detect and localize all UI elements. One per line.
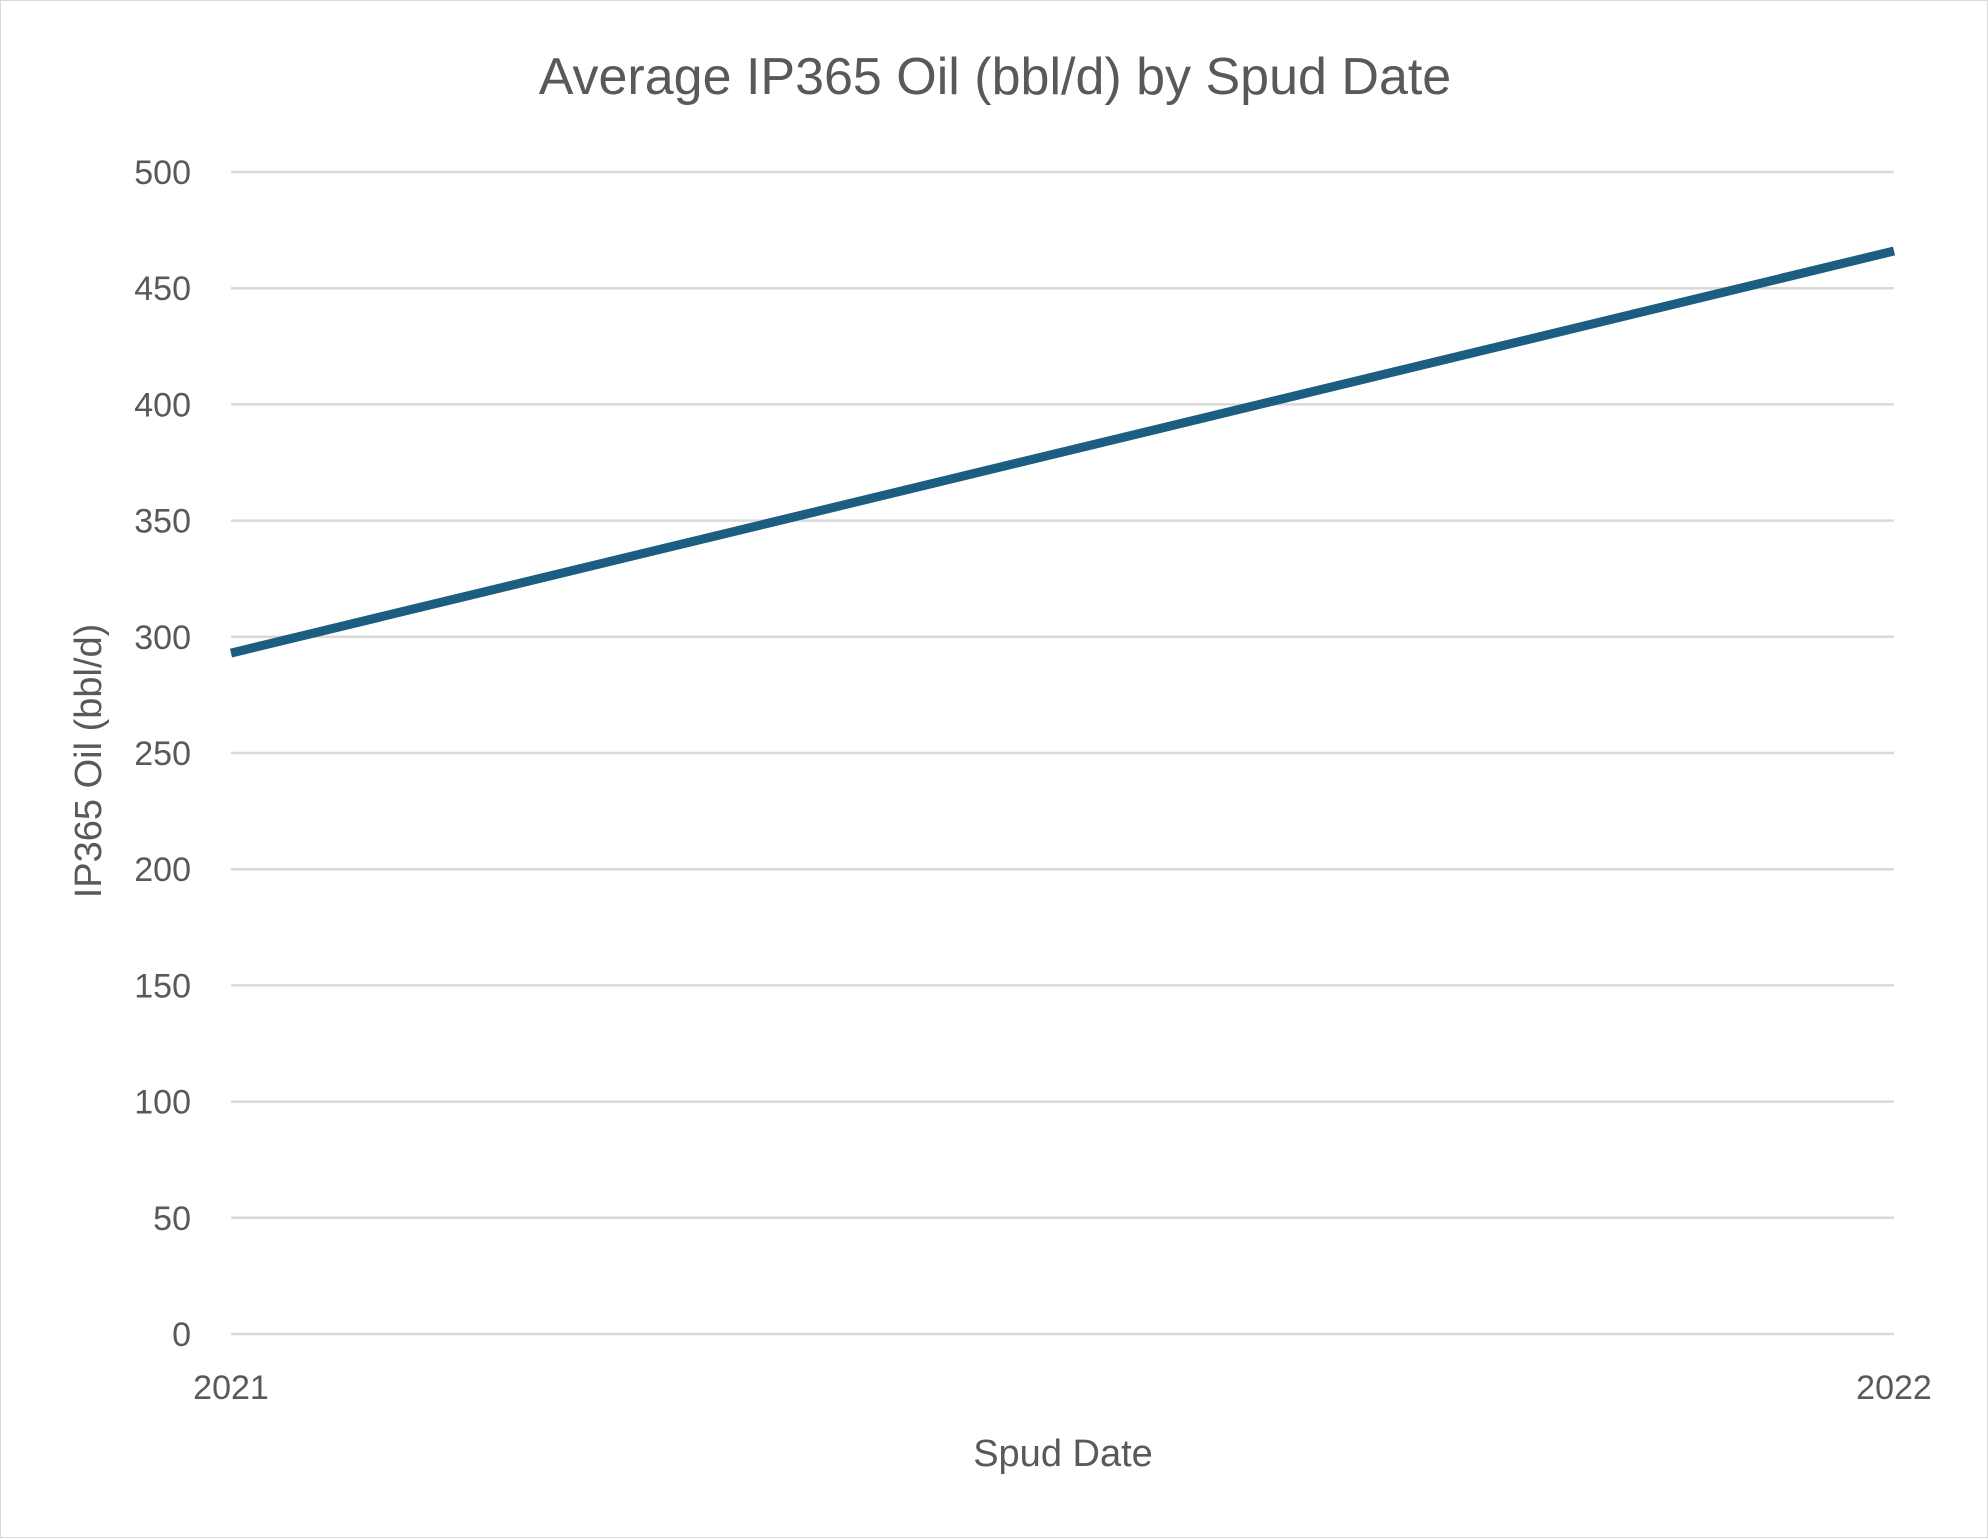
series-line <box>229 246 1896 658</box>
x-axis-title: Spud Date <box>973 1433 1153 1475</box>
y-axis-title: IP365 Oil (bbl/d) <box>68 624 110 899</box>
y-tick-label: 100 <box>134 1084 191 1122</box>
chart-title: Average IP365 Oil (bbl/d) by Spud Date <box>539 48 1451 106</box>
y-tick-label: 350 <box>134 503 191 541</box>
x-axis-ticks: 2021 2022 <box>193 1369 1932 1407</box>
gridlines <box>231 170 1894 1336</box>
y-tick-label: 0 <box>172 1316 191 1354</box>
y-tick-label: 500 <box>134 154 191 192</box>
x-tick-label: 2021 <box>193 1369 269 1407</box>
y-tick-label: 400 <box>134 386 191 424</box>
y-tick-label: 250 <box>134 735 191 773</box>
y-tick-label: 50 <box>153 1200 191 1238</box>
y-tick-label: 300 <box>134 619 191 657</box>
series-layer <box>229 246 1896 658</box>
y-tick-label: 200 <box>134 851 191 889</box>
x-tick-label: 2022 <box>1856 1369 1932 1407</box>
y-tick-label: 450 <box>134 270 191 308</box>
y-tick-label: 150 <box>134 967 191 1005</box>
y-axis-ticks: 0 50 100 150 200 250 300 350 400 450 500 <box>134 154 191 1354</box>
